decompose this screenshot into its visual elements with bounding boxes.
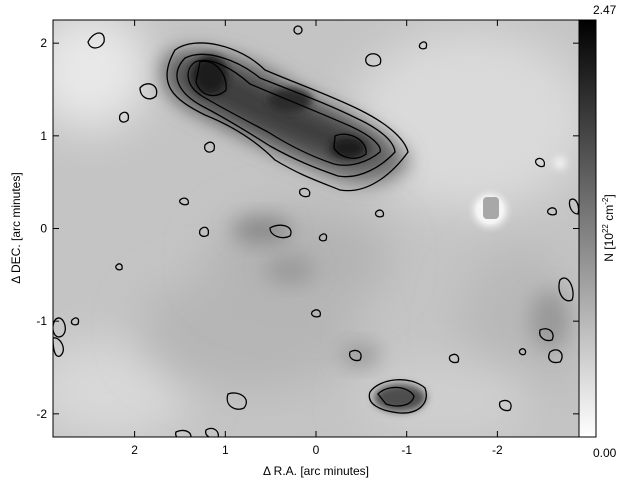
y-tick-label: -2 <box>36 407 47 421</box>
colorbar-max-label: 2.47 <box>593 3 617 17</box>
y-tick-label: 2 <box>40 36 47 50</box>
x-tick-label: -1 <box>401 443 412 457</box>
y-tick-label: -1 <box>36 314 47 328</box>
colorbar-gradient <box>578 19 597 438</box>
colorbar-label-exp2: -2 <box>601 197 610 205</box>
contour-lines <box>53 25 579 437</box>
y-ticks: -2 -1 0 1 2 <box>36 36 579 421</box>
colorbar-label: N [1022 cm-2] <box>601 194 616 261</box>
x-tick-label: 0 <box>313 443 320 457</box>
y-tick-label: 1 <box>40 129 47 143</box>
column-density-heatmap <box>53 20 579 437</box>
colorbar-label-prefix: N [10 <box>602 233 616 262</box>
x-ticks: 2 1 0 -1 -2 <box>131 20 503 457</box>
x-tick-label: -2 <box>492 443 503 457</box>
colorbar: 2.47 0.00 N [1022 cm-2] <box>578 3 617 460</box>
colorbar-label-mid: cm <box>602 205 616 224</box>
x-tick-label: 1 <box>222 443 229 457</box>
x-tick-label: 2 <box>131 443 138 457</box>
y-tick-label: 0 <box>40 222 47 236</box>
colorbar-label-suffix: ] <box>602 194 616 197</box>
colorbar-label-exp1: 22 <box>601 224 610 233</box>
colorbar-min-label: 0.00 <box>593 446 617 460</box>
y-axis-label: Δ DEC. [arc minutes] <box>9 172 23 283</box>
x-axis-label: Δ R.A. [arc minutes] <box>263 464 369 478</box>
